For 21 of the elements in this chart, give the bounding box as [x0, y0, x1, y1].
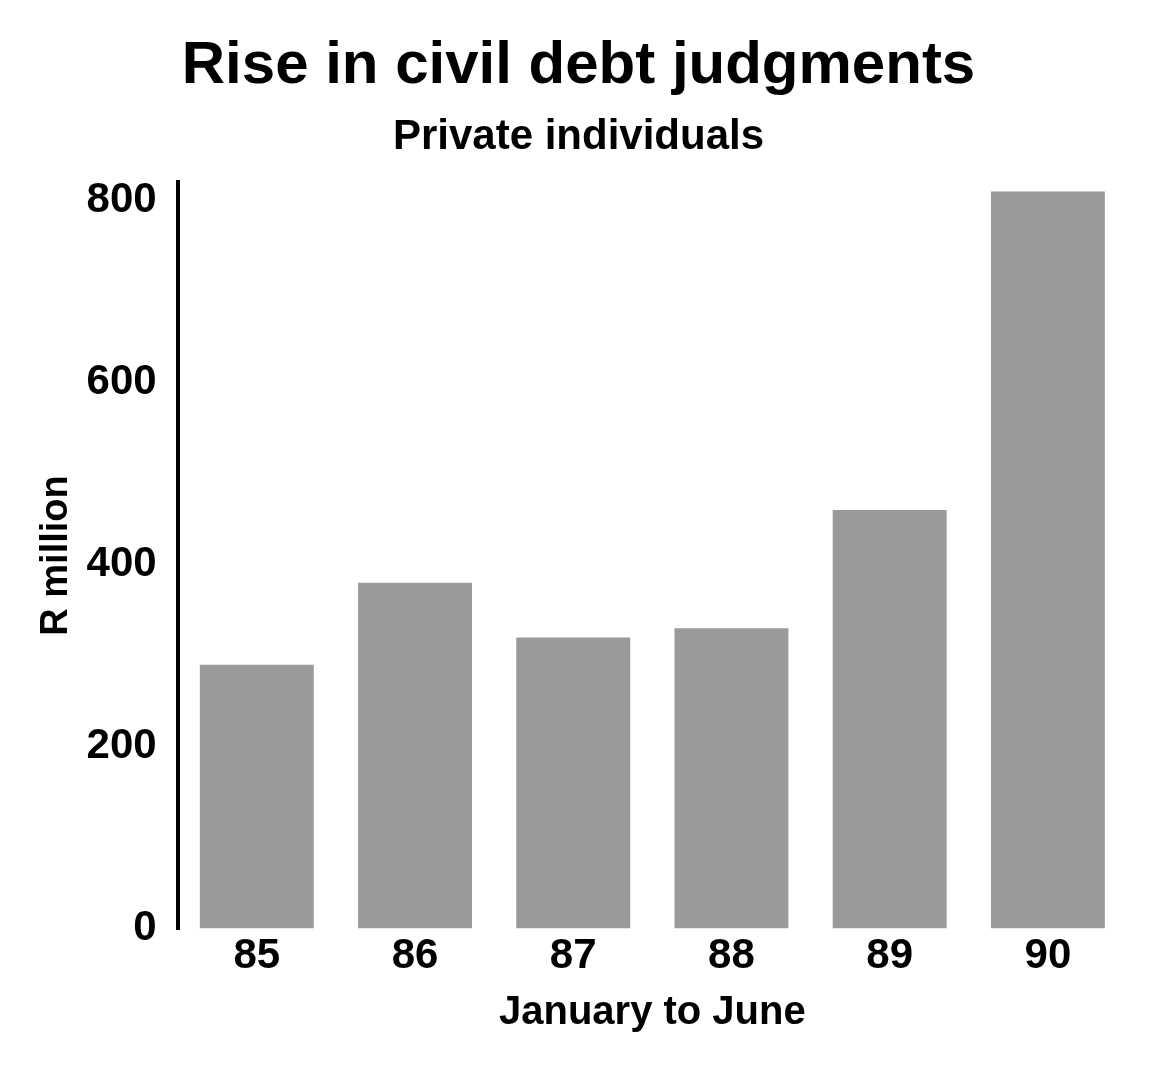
bar	[832, 510, 947, 929]
bar	[674, 628, 789, 929]
y-axis-title: R million	[33, 475, 76, 636]
x-tick-label: 88	[708, 930, 755, 978]
bar	[358, 582, 472, 929]
bar	[990, 191, 1105, 929]
bar	[199, 664, 314, 929]
x-tick-label: 87	[549, 930, 597, 978]
y-tick-label: 800	[86, 174, 157, 222]
chart-title: Rise in civil debt judgments	[181, 28, 976, 96]
x-tick-label: 86	[391, 930, 439, 978]
y-tick-label: 400	[86, 538, 157, 586]
x-tick-label: 90	[1024, 930, 1072, 978]
chart-subtitle: Private individuals	[392, 110, 765, 158]
x-tick-label: 89	[866, 930, 914, 978]
x-axis-title: January to June	[498, 988, 806, 1033]
x-tick-label: 85	[233, 930, 281, 978]
y-tick-label: 0	[133, 902, 157, 950]
y-tick-label: 200	[86, 720, 157, 768]
y-tick-label: 600	[86, 356, 157, 404]
bar	[516, 637, 631, 929]
